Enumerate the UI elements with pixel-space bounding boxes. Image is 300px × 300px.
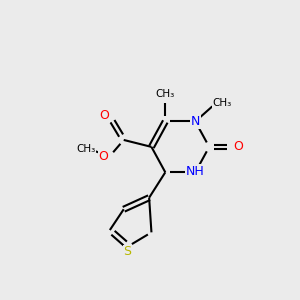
Text: CH₃: CH₃ bbox=[156, 89, 175, 99]
Text: N: N bbox=[190, 115, 200, 128]
Text: O: O bbox=[99, 109, 109, 122]
Text: CH₃: CH₃ bbox=[76, 144, 95, 154]
Text: O: O bbox=[233, 140, 243, 153]
Text: NH: NH bbox=[186, 165, 205, 178]
Text: S: S bbox=[123, 245, 131, 259]
Text: O: O bbox=[98, 150, 108, 163]
Text: CH₃: CH₃ bbox=[212, 98, 232, 108]
